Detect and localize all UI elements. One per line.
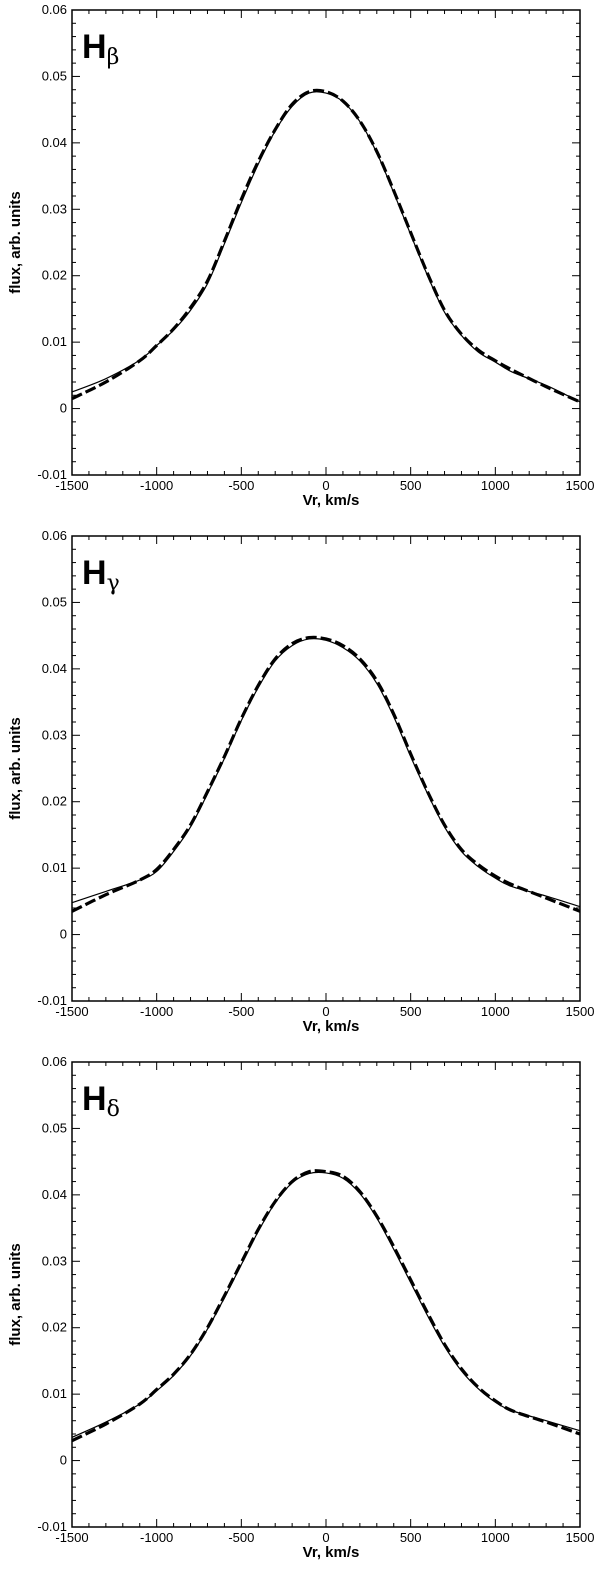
y-tick-label: 0.04: [42, 661, 67, 676]
x-tick-label: 1000: [481, 478, 510, 493]
y-tick-label: 0.01: [42, 860, 67, 875]
series-line-dashed: [71, 88, 581, 404]
panel-label: Hδ: [82, 1080, 120, 1122]
series-line-dashed: [71, 1169, 581, 1443]
series-line-solid: [71, 1171, 581, 1438]
x-tick-label: 1000: [481, 1004, 510, 1019]
panel-label-subscript: δ: [107, 1097, 120, 1122]
x-tick-label: -500: [228, 478, 254, 493]
x-axis-title: Vr, km/s: [303, 1018, 360, 1035]
x-tick-label: 0: [322, 478, 329, 493]
x-tick-label: -1500: [55, 478, 88, 493]
y-tick-label: 0.06: [42, 2, 67, 17]
series-line-dashed: [71, 635, 581, 913]
y-tick-label: 0.03: [42, 727, 67, 742]
plot-frame: [71, 1061, 581, 1528]
chart-panel-1: -1500 -1000 -500 0 500 1000 1500 -0.01 0 0.01 0.02…: [7, 2, 594, 509]
y-tick-label: 0.03: [42, 201, 67, 216]
x-tick-label: 500: [400, 1004, 422, 1019]
x-tick-label: -1000: [140, 1530, 173, 1545]
x-tick-label: -1500: [55, 1004, 88, 1019]
x-tick-label: 500: [400, 1530, 422, 1545]
y-tick-label: -0.01: [37, 993, 67, 1008]
y-tick-label: 0.02: [42, 1320, 67, 1335]
y-axis-title: flux, arb. units: [7, 191, 24, 294]
y-tick-label: 0: [60, 927, 67, 942]
x-tick-label: -1000: [140, 1004, 173, 1019]
x-tick-label: -1000: [140, 478, 173, 493]
y-tick-label: 0.01: [42, 334, 67, 349]
y-tick-label: 0: [60, 401, 67, 416]
panel-label-subscript: β: [107, 45, 120, 70]
y-tick-label: 0.05: [42, 1120, 67, 1135]
x-tick-label: 1500: [566, 1530, 595, 1545]
x-axis-title: Vr, km/s: [303, 492, 360, 509]
x-tick-label: 1500: [566, 1004, 595, 1019]
y-tick-label: 0.03: [42, 1253, 67, 1268]
y-tick-label: -0.01: [37, 467, 67, 482]
series-line-solid: [71, 91, 581, 403]
y-axis-title: flux, arb. units: [7, 1243, 24, 1346]
plot-frame: [71, 535, 581, 1002]
x-tick-label: 500: [400, 478, 422, 493]
x-tick-label: 1500: [566, 478, 595, 493]
y-tick-label: 0: [60, 1453, 67, 1468]
y-tick-label: 0.05: [42, 594, 67, 609]
x-tick-label: -1500: [55, 1530, 88, 1545]
plot-frame: [71, 9, 581, 476]
panel-label: Hγ: [82, 554, 120, 596]
x-tick-label: 0: [322, 1530, 329, 1545]
x-tick-label: -500: [228, 1004, 254, 1019]
y-tick-label: 0.05: [42, 68, 67, 83]
x-axis-title: Vr, km/s: [303, 1544, 360, 1561]
y-axis-title: flux, arb. units: [7, 717, 24, 820]
y-tick-label: 0.01: [42, 1386, 67, 1401]
y-tick-label: 0.06: [42, 1054, 67, 1069]
chart-panel-2: -1500 -1000 -500 0 500 1000 1500 -0.01 0 0.01 0.02…: [7, 528, 594, 1035]
y-tick-label: 0.04: [42, 135, 67, 150]
x-tick-label: 1000: [481, 1530, 510, 1545]
x-tick-label: -500: [228, 1530, 254, 1545]
y-tick-label: -0.01: [37, 1519, 67, 1534]
series-line-solid: [71, 637, 581, 908]
y-tick-label: 0.04: [42, 1187, 67, 1202]
y-tick-label: 0.06: [42, 528, 67, 543]
y-tick-label: 0.02: [42, 268, 67, 283]
chart-panel-3: -1500 -1000 -500 0 500 1000 1500 -0.01 0 0.01 0.02…: [7, 1054, 594, 1561]
x-tick-label: 0: [322, 1004, 329, 1019]
panel-label: Hβ: [82, 28, 119, 70]
y-tick-label: 0.02: [42, 794, 67, 809]
panel-label-subscript: γ: [107, 571, 120, 596]
